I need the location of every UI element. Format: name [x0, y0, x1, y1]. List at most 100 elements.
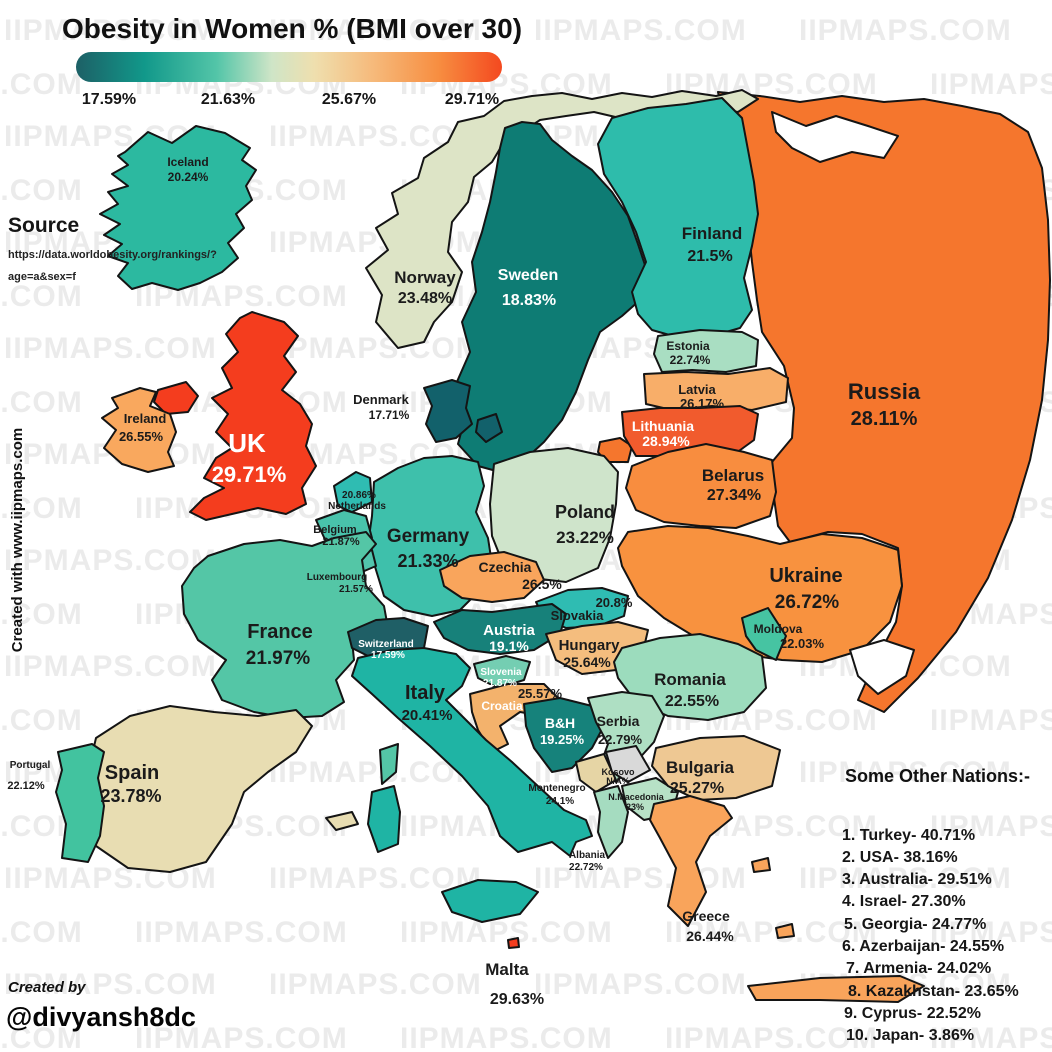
country-label-luxembourg: Luxembourg	[307, 572, 368, 583]
country-label-slovakia: Slovakia	[551, 608, 605, 623]
country-value-estonia: 22.74%	[670, 353, 711, 367]
country-label-ukraine: Ukraine	[769, 565, 842, 587]
greek-island	[751, 857, 771, 873]
country-label-iceland: Iceland	[167, 155, 208, 169]
country-shape-portugal	[55, 743, 105, 863]
side-note: Created with www.iipmaps.com	[9, 428, 26, 653]
country-label-malta: Malta	[485, 960, 529, 979]
country-shape-uk	[189, 311, 317, 521]
country-label-ireland: Ireland	[124, 411, 167, 426]
country-value-lithuania: 28.94%	[642, 433, 690, 449]
country-value-serbia: 22.79%	[598, 732, 643, 747]
country-label-croatia: Croatia	[481, 699, 523, 713]
country-shape-kosovo	[605, 745, 651, 783]
country-shape-estonia	[653, 329, 759, 373]
country-value-ukraine: 26.72%	[775, 592, 840, 613]
country-shape-sicily	[441, 879, 539, 923]
country-label-belarus: Belarus	[702, 466, 764, 485]
country-shape-denmark-island	[475, 413, 503, 443]
country-label-lithuania: Lithuania	[632, 418, 694, 434]
country-value-romania: 22.55%	[665, 693, 719, 710]
country-shape-belarus	[625, 443, 777, 529]
legend-tick-2: 21.63%	[201, 91, 255, 108]
country-value-montenegro: 24.1%	[546, 796, 574, 807]
country-value-belgium: 21.87%	[322, 536, 360, 548]
country-value-switzerland: 17.59%	[371, 650, 405, 661]
country-label-czechia: Czechia	[479, 559, 532, 575]
country-label-italy: Italy	[405, 682, 446, 704]
country-shape-lithuania	[621, 405, 759, 457]
country-label-nmacedonia: N.Macedonia	[608, 792, 665, 802]
country-value-latvia: 26.17%	[680, 396, 725, 411]
other-nation-item: 5. Georgia- 24.77%	[844, 916, 986, 933]
country-label-greece: Greece	[682, 908, 730, 924]
country-shape-france	[181, 531, 389, 719]
country-label-russia: Russia	[848, 379, 921, 404]
country-label-albania: Albania	[569, 850, 606, 861]
country-label-bih: B&H	[545, 715, 575, 731]
country-value-uk: 29.71%	[212, 462, 287, 487]
country-value-iceland: 20.24%	[168, 170, 209, 184]
country-label-uk: UK	[228, 428, 266, 458]
country-value-slovakia: 20.8%	[596, 595, 633, 610]
country-label-france: France	[247, 621, 313, 643]
legend-gradient-bar	[76, 52, 502, 82]
other-nation-item: 6. Azerbaijan- 24.55%	[842, 938, 1004, 955]
country-label-serbia: Serbia	[597, 713, 640, 729]
country-shape-poland	[489, 447, 619, 583]
country-shape-ireland	[101, 387, 177, 473]
country-label-spain: Spain	[105, 762, 159, 784]
country-shape-finland	[597, 97, 759, 339]
country-value-poland: 23.22%	[556, 528, 614, 547]
country-value-bulgaria: 25.27%	[670, 780, 724, 797]
other-nation-item: 4. Israel- 27.30%	[842, 893, 966, 910]
country-shape-crete	[747, 975, 925, 1003]
country-label-sweden: Sweden	[498, 267, 558, 284]
other-nation-item: 7. Armenia- 24.02%	[846, 960, 991, 977]
country-shape-malta	[507, 937, 520, 949]
country-value-denmark: 17.71%	[369, 408, 410, 422]
country-value-sweden: 18.83%	[502, 292, 556, 309]
country-shape-netherlands	[333, 471, 373, 513]
country-value-austria: 19.1%	[489, 638, 529, 654]
country-value-france: 21.97%	[246, 648, 311, 669]
country-shape-slovenia	[473, 655, 531, 689]
country-value-croatia: 25.57%	[518, 686, 563, 701]
country-value-spain: 23.78%	[100, 786, 161, 806]
other-nations-heading: Some Other Nations:-	[845, 766, 1030, 786]
country-shape-albania	[593, 785, 629, 859]
country-label-germany: Germany	[387, 526, 470, 547]
country-value-hungary: 25.64%	[563, 654, 611, 670]
country-value-portugal: 22.12%	[7, 780, 45, 792]
country-shape-kaliningrad	[597, 437, 633, 463]
country-shape-austria	[433, 603, 567, 655]
country-label-latvia: Latvia	[678, 382, 716, 397]
country-value-kosovo: N/A%	[606, 776, 630, 786]
greek-island	[775, 923, 795, 939]
page-title: Obesity in Women % (BMI over 30)	[62, 13, 522, 44]
country-label-hungary: Hungary	[559, 637, 621, 654]
legend-tick-4: 29.71%	[445, 91, 499, 108]
country-label-netherlands: Netherlands	[328, 501, 386, 512]
country-label-romania: Romania	[654, 670, 726, 689]
country-value-luxembourg: 21.57%	[339, 584, 373, 595]
country-value-greece: 26.44%	[686, 928, 734, 944]
country-label-kosovo: Kosovo	[601, 767, 635, 777]
other-nation-item: 1. Turkey- 40.71%	[842, 827, 975, 844]
legend-tick-3: 25.67%	[322, 91, 376, 108]
country-shape-greece	[649, 795, 733, 927]
country-label-montenegro: Montenegro	[528, 783, 585, 794]
crimea-cutout	[849, 639, 915, 695]
credit-handle: @divyansh8dc	[6, 1002, 196, 1032]
country-shape-italy	[351, 647, 593, 857]
country-label-norway: Norway	[394, 268, 456, 287]
other-nation-item: 3. Australia- 29.51%	[842, 871, 992, 888]
country-shape-bih	[523, 697, 607, 773]
country-value-ireland: 26.55%	[119, 429, 164, 444]
other-nation-item: 2. USA- 38.16%	[842, 849, 958, 866]
country-value-slovenia: 21.87%	[483, 678, 517, 689]
country-label-moldova: Moldova	[754, 622, 803, 636]
country-value-czechia: 26.5%	[522, 576, 562, 592]
country-value-albania: 22.72%	[569, 862, 603, 873]
